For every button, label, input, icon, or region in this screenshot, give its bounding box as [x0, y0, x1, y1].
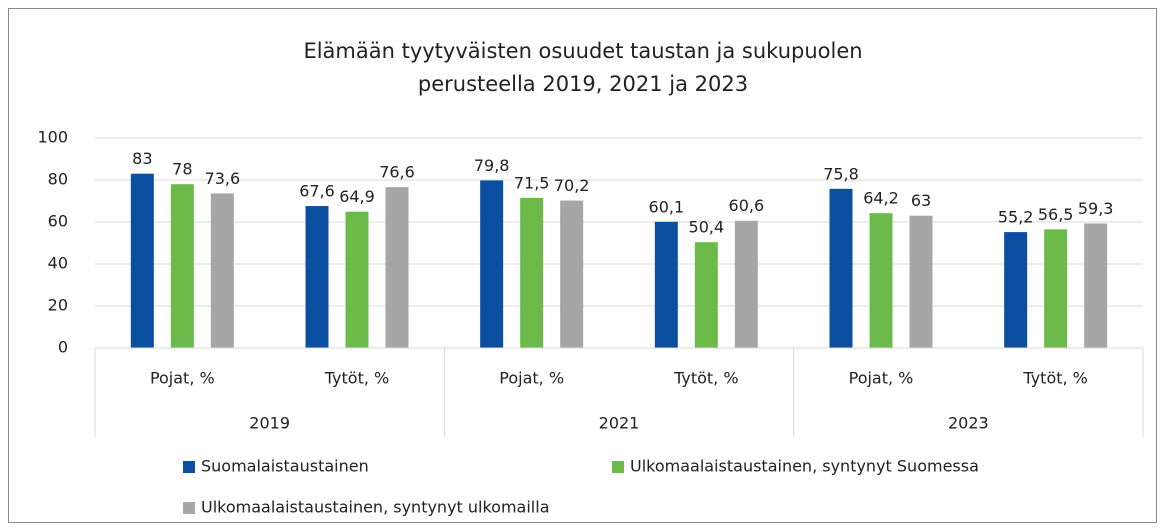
bar [1044, 229, 1068, 348]
x-tick-label: Pojat, % [499, 369, 564, 388]
data-label: 83 [132, 149, 152, 168]
group-label: 2023 [948, 414, 989, 433]
x-tick-label: Pojat, % [150, 369, 215, 388]
data-label: 59,3 [1078, 199, 1114, 218]
bar [480, 180, 504, 348]
y-tick-label: 100 [37, 128, 68, 147]
legend-label: Ulkomaalaistaustainen, syntynyt ulkomail… [201, 498, 550, 517]
data-label: 73,6 [205, 169, 241, 188]
data-label: 60,6 [729, 196, 765, 215]
data-label: 78 [172, 160, 192, 179]
data-label: 50,4 [689, 218, 725, 237]
y-tick-label: 0 [58, 338, 68, 357]
y-tick-label: 80 [48, 170, 68, 189]
bar [869, 213, 893, 348]
x-tick-label: Tytöt, % [324, 369, 389, 388]
legend-label: Ulkomaalaistaustainen, syntynyt Suomessa [630, 457, 979, 476]
x-tick-label: Tytöt, % [1022, 369, 1087, 388]
data-label: 56,5 [1038, 205, 1074, 224]
legend-label: Suomalaistaustainen [201, 457, 369, 476]
chart-title: perusteella 2019, 2021 ja 2023 [418, 72, 748, 96]
bar [829, 188, 853, 348]
bar [520, 197, 544, 348]
data-label: 64,2 [863, 189, 899, 208]
data-label: 67,6 [299, 182, 335, 201]
data-label: 63 [911, 191, 931, 210]
y-tick-label: 60 [48, 212, 68, 231]
y-tick-label: 40 [48, 254, 68, 273]
data-label: 75,8 [823, 164, 859, 183]
group-label: 2019 [249, 414, 290, 433]
data-label: 60,1 [649, 197, 685, 216]
data-label: 79,8 [474, 156, 510, 175]
data-label: 55,2 [998, 208, 1034, 227]
bar [694, 242, 718, 348]
legend-swatch [183, 502, 195, 514]
legend-swatch [612, 461, 624, 473]
bar [305, 206, 329, 348]
bar [1084, 223, 1108, 348]
data-label: 71,5 [514, 173, 550, 192]
bar [734, 220, 758, 348]
data-label: 64,9 [339, 187, 375, 206]
bar [654, 221, 678, 348]
bar [170, 184, 194, 348]
legend-swatch [183, 461, 195, 473]
x-tick-label: Tytöt, % [673, 369, 738, 388]
chart-title: Elämään tyytyväisten osuudet taustan ja … [303, 39, 862, 63]
data-label: 76,6 [379, 163, 415, 182]
group-label: 2021 [599, 414, 640, 433]
bar [210, 193, 234, 348]
data-label: 70,2 [554, 176, 590, 195]
bar [345, 211, 369, 348]
y-tick-label: 20 [48, 296, 68, 315]
bar [909, 215, 933, 348]
bar [130, 173, 154, 348]
bar [385, 187, 409, 348]
bar [1004, 232, 1028, 348]
x-tick-label: Pojat, % [849, 369, 914, 388]
bar [560, 200, 584, 348]
